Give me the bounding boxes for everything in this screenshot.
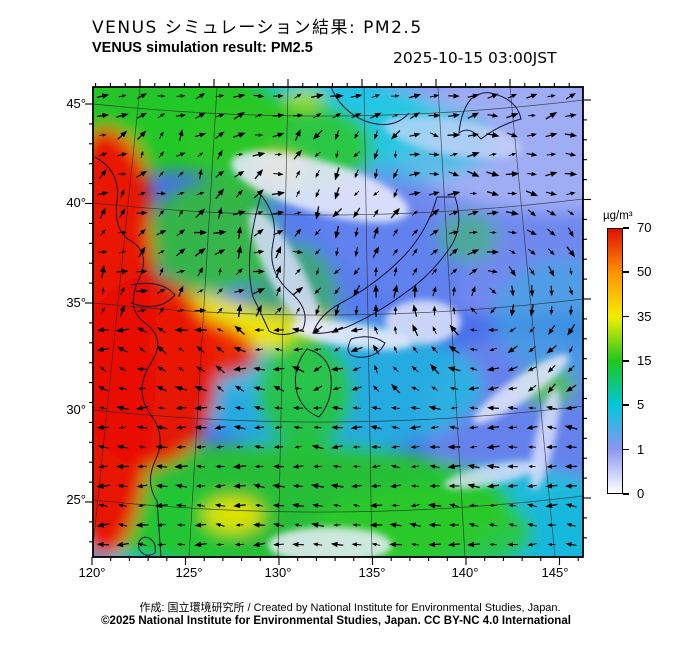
- lat-tick-label: 35°: [66, 295, 86, 310]
- axis-ticks: [85, 79, 591, 565]
- lon-tick-label: 125°: [175, 565, 203, 580]
- lon-tick-label: 145°: [541, 565, 569, 580]
- colorbar-tick-mark: [623, 315, 629, 318]
- map-frame: [92, 86, 584, 558]
- colorbar-tick-label: 15: [637, 353, 652, 368]
- wind-vectors: [96, 92, 578, 548]
- colorbar-tick-label: 1: [637, 441, 645, 457]
- lon-tick-label: 140°: [451, 565, 479, 580]
- colorbar-tick-label: 5: [637, 397, 645, 413]
- colorbar-tick-mark: [623, 271, 629, 273]
- colorbar-tick-mark: [623, 493, 629, 495]
- lon-tick-label: 130°: [264, 565, 292, 580]
- lon-tick-label: 120°: [78, 565, 106, 580]
- copyright-line: ©2025 National Institute for Environment…: [101, 615, 571, 627]
- colorbar-tick-label: 50: [637, 264, 652, 280]
- credit-line: 作成: 国立環境研究所 / Created by National Instit…: [139, 602, 561, 614]
- page-title-japanese: VENUS シミュレーション結果: PM2.5: [92, 18, 423, 38]
- pm25-heatmap-svg: [85, 79, 591, 565]
- lat-tick-label: 40°: [66, 195, 86, 210]
- colorbar-tick-label: 35: [637, 308, 652, 324]
- lat-tick-label: 30°: [66, 402, 86, 417]
- lat-tick-label: 25°: [66, 492, 86, 507]
- colorbar-tick-mark: [623, 360, 629, 362]
- heatmap-field: [93, 87, 583, 557]
- colorbar-tick-label: 70: [637, 220, 652, 235]
- colorbar-tick-mark: [623, 404, 629, 406]
- colorbar-tick-mark: [623, 227, 629, 229]
- valid-datetime: 2025-10-15 03:00JST: [393, 49, 557, 67]
- lon-tick-label: 135°: [358, 565, 386, 580]
- colorbar-unit-label: µg/m³: [603, 210, 633, 222]
- colorbar: [607, 228, 623, 494]
- pm25-map: [85, 79, 591, 565]
- lat-tick-label: 45°: [66, 96, 86, 111]
- page-title-english: VENUS simulation result: PM2.5: [92, 40, 313, 56]
- colorbar-tick-mark: [623, 448, 629, 451]
- colorbar-tick-label: 0: [637, 486, 645, 501]
